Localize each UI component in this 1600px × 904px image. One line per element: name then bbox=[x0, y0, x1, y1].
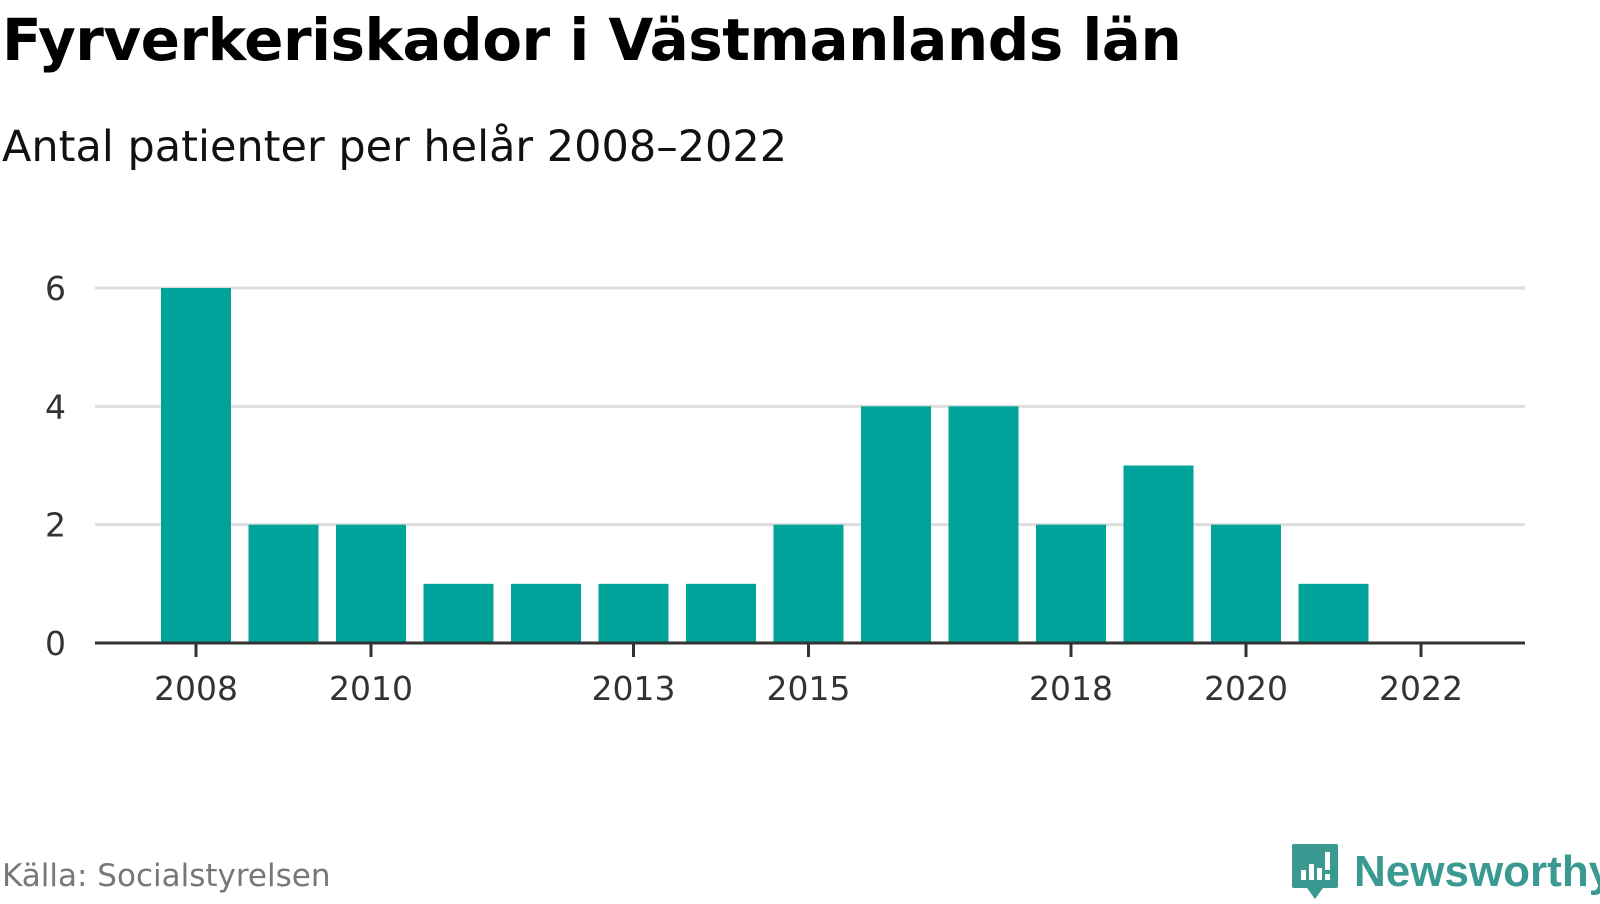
y-tick-label: 4 bbox=[45, 387, 66, 426]
chart-subtitle: Antal patienter per helår 2008–2022 bbox=[2, 122, 788, 172]
bar-2018 bbox=[1036, 524, 1106, 643]
x-axis-labels: 2008 2010 2013 2015 2018 2020 2022 bbox=[154, 669, 1463, 708]
bar-2016 bbox=[861, 406, 931, 643]
x-tick-label: 2018 bbox=[1029, 669, 1113, 708]
bar-2020 bbox=[1211, 524, 1281, 643]
bar-2012 bbox=[511, 583, 581, 643]
brand-name: Newsworthy bbox=[1354, 847, 1600, 896]
x-axis bbox=[95, 641, 1525, 657]
newsworthy-logo-icon bbox=[1292, 844, 1338, 899]
chart-title: Fyrverkeriskador i Västmanlands län bbox=[2, 6, 1182, 74]
y-tick-label: 0 bbox=[45, 624, 66, 663]
bar-2021 bbox=[1298, 583, 1369, 643]
bar-2011 bbox=[423, 583, 494, 643]
bars bbox=[161, 288, 1369, 643]
x-tick-label: 2008 bbox=[154, 669, 238, 708]
x-tick-label: 2010 bbox=[329, 669, 413, 708]
bar-2009 bbox=[248, 524, 319, 643]
x-tick-label: 2020 bbox=[1204, 669, 1288, 708]
bar-2019 bbox=[1123, 465, 1194, 643]
bar-2017 bbox=[948, 406, 1019, 643]
x-tick-label: 2013 bbox=[592, 669, 676, 708]
bar-2015 bbox=[773, 524, 844, 643]
y-tick-label: 2 bbox=[45, 506, 66, 545]
x-tick-label: 2015 bbox=[767, 669, 851, 708]
bar-2014 bbox=[686, 583, 756, 643]
y-tick-label: 6 bbox=[45, 269, 66, 308]
grid-lines bbox=[95, 286, 1525, 527]
source-label: Källa: Socialstyrelsen bbox=[2, 858, 331, 894]
brand-logo: Newsworthy bbox=[1290, 840, 1600, 904]
bar-2008 bbox=[161, 288, 231, 643]
bar-2013 bbox=[598, 583, 669, 643]
x-tick-label: 2022 bbox=[1379, 669, 1463, 708]
y-axis-labels: 0 2 4 6 bbox=[45, 269, 66, 663]
bar-2010 bbox=[336, 524, 406, 643]
